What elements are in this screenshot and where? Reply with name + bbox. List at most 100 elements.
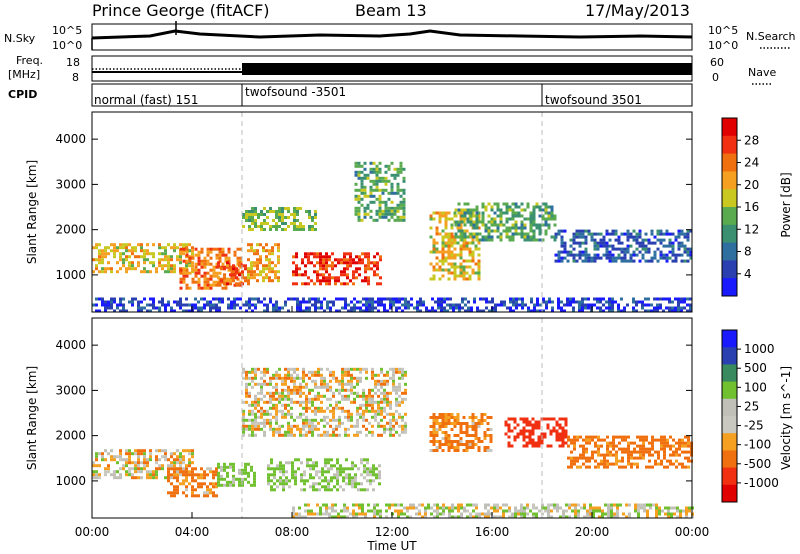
velocity-cell: [543, 417, 547, 421]
velocity-cell: [618, 435, 621, 439]
power-cell: [140, 300, 143, 304]
velocity-cell: [287, 370, 290, 374]
velocity-cell: [347, 427, 350, 431]
power-cell: [413, 306, 416, 310]
power-cell: [131, 246, 134, 250]
velocity-cell: [523, 509, 526, 513]
power-cell: [284, 207, 287, 210]
velocity-cell: [642, 450, 645, 454]
velocity-cell: [580, 506, 583, 510]
power-cell: [209, 303, 212, 307]
power-cell: [581, 241, 585, 245]
velocity-cell: [376, 509, 379, 513]
power-cell: [443, 297, 446, 301]
power-cell: [466, 208, 470, 212]
power-cell: [396, 182, 400, 186]
velocity-cell: [643, 509, 646, 513]
velocity-cell: [592, 509, 595, 513]
velocity-cell: [516, 432, 520, 436]
velocity-cell: [323, 424, 326, 428]
velocity-cell: [343, 509, 346, 513]
velocity-cell: [447, 437, 451, 440]
velocity-cell: [395, 391, 398, 395]
power-cell: [131, 297, 134, 301]
power-cell: [471, 250, 475, 254]
power-cell: [402, 176, 406, 180]
velocity-cell: [460, 515, 463, 519]
velocity-cell: [676, 515, 679, 519]
power-cell: [320, 303, 323, 307]
power-cell: [355, 276, 358, 280]
velocity-cell: [131, 452, 134, 456]
power-cell: [248, 228, 251, 231]
velocity-cell: [327, 470, 330, 474]
velocity-cell: [537, 426, 541, 430]
velocity-cell: [284, 397, 287, 401]
power-cell: [101, 252, 104, 256]
power-cell: [532, 208, 536, 212]
power-cell: [212, 247, 216, 251]
power-cell: [578, 306, 581, 310]
velocity-cell: [203, 491, 206, 495]
power-cell: [550, 208, 554, 212]
velocity-cell: [361, 512, 364, 516]
velocity-cell: [639, 450, 642, 454]
xtick-label: 00:00: [75, 525, 110, 539]
velocity-cell: [215, 467, 218, 471]
power-cell: [221, 286, 225, 290]
power-cell: [347, 309, 350, 313]
velocity-cell: [558, 417, 562, 421]
power-cell: [376, 264, 379, 268]
velocity-cell: [507, 417, 511, 421]
power-cell: [536, 300, 539, 304]
velocity-cell: [383, 400, 386, 404]
velocity-cell: [537, 435, 541, 439]
velocity-cell: [356, 409, 359, 413]
velocity-cell: [356, 424, 359, 428]
power-cell: [212, 280, 216, 284]
power-cell: [140, 249, 143, 253]
power-cell: [259, 273, 262, 277]
velocity-cell: [471, 446, 475, 449]
velocity-cell: [336, 482, 339, 486]
power-cell: [378, 161, 382, 165]
power-cell: [308, 216, 311, 219]
power-cell: [530, 300, 533, 304]
velocity-cell: [372, 488, 375, 492]
xtick-label: 20:00: [575, 525, 610, 539]
power-cell: [325, 267, 328, 271]
power-cell: [369, 185, 373, 189]
power-cell: [331, 261, 334, 265]
power-cell: [164, 255, 167, 259]
velocity-cell: [302, 400, 305, 404]
velocity-cell: [245, 400, 248, 404]
velocity-cell: [270, 488, 273, 492]
velocity-cell: [595, 509, 598, 513]
velocity-cell: [505, 503, 508, 507]
power-cell: [346, 267, 349, 271]
power-cell: [520, 223, 524, 227]
power-cell: [251, 216, 254, 219]
power-cell: [368, 297, 371, 301]
velocity-cell: [460, 512, 463, 516]
velocity-cell: [170, 476, 173, 480]
power-cell: [466, 235, 470, 239]
power-cell: [107, 303, 110, 307]
velocity-cell: [459, 425, 463, 428]
power-cell: [463, 214, 467, 218]
power-cell: [372, 188, 376, 192]
velocity-cell: [651, 465, 654, 469]
velocity-cell: [119, 449, 122, 453]
power-cell: [384, 209, 388, 213]
cpid-segment-1: normal (fast) 151: [94, 93, 198, 107]
power-cell: [626, 229, 630, 233]
power-cell: [390, 161, 394, 165]
power-cell: [632, 309, 635, 313]
velocity-cell: [182, 467, 185, 471]
velocity-cell: [663, 453, 666, 457]
power-cell: [131, 264, 134, 268]
velocity-cell: [188, 461, 191, 465]
power-cell: [632, 306, 635, 310]
power-cell: [226, 279, 229, 283]
velocity-cell: [400, 503, 403, 507]
